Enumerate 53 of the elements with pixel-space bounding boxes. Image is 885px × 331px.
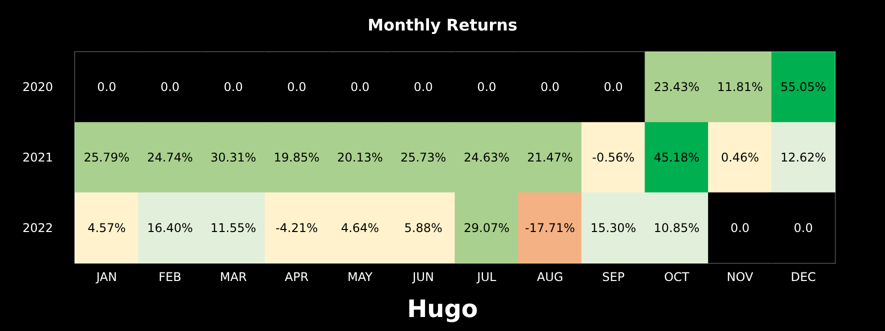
- data-label: 30.31%: [210, 150, 256, 164]
- data-label: 10.85%: [654, 220, 700, 235]
- y-tick-label: 2022: [22, 220, 53, 235]
- data-label: 24.74%: [147, 150, 193, 164]
- data-label: 11.81%: [717, 80, 763, 94]
- data-label: 15.30%: [590, 220, 636, 235]
- data-label: -0.56%: [592, 150, 635, 164]
- data-label: 19.85%: [274, 150, 320, 164]
- data-label: 0.0: [287, 80, 306, 94]
- text: Hugo: [407, 295, 478, 323]
- data-label: 12.62%: [780, 150, 826, 164]
- data-label: 0.0: [477, 80, 496, 94]
- data-label: 0.46%: [720, 150, 760, 164]
- x-tick-label: NOV: [726, 270, 754, 284]
- data-label: 0.0: [604, 80, 623, 94]
- data-label: 5.88%: [404, 220, 442, 235]
- data-label: 24.63%: [464, 150, 510, 164]
- x-tick-label: DEC: [790, 270, 816, 284]
- x-tick-label: SEP: [602, 270, 625, 284]
- data-label: 23.43%: [654, 80, 700, 94]
- data-label: -4.21%: [275, 220, 318, 235]
- data-label: 0.0: [794, 220, 813, 235]
- data-label: 45.18%: [654, 150, 700, 164]
- x-tick-label: MAY: [348, 270, 374, 284]
- x-tick-label: JUL: [476, 270, 496, 284]
- x-tick-label: JUN: [412, 270, 434, 284]
- x-tick-label: FEB: [158, 270, 182, 284]
- x-tick-label: OCT: [664, 270, 690, 284]
- data-label: -17.71%: [524, 220, 576, 235]
- data-label: 29.07%: [464, 220, 510, 235]
- x-tick-label: JAN: [95, 270, 117, 284]
- data-label: 25.79%: [84, 150, 130, 164]
- chart-title: Monthly Returns: [368, 16, 518, 34]
- data-label: 4.64%: [340, 220, 380, 235]
- y-tick-label: 2020: [22, 80, 53, 94]
- data-label: 55.05%: [780, 80, 826, 94]
- data-label: 0.0: [730, 220, 750, 235]
- data-label: 20.13%: [337, 150, 383, 164]
- data-label: 0.0: [414, 80, 433, 94]
- data-label: 0.0: [224, 80, 243, 94]
- data-label: 0.0: [97, 80, 116, 94]
- data-label: 21.47%: [527, 150, 573, 164]
- data-label: 0.0: [350, 80, 370, 94]
- x-tick-label: APR: [284, 270, 309, 284]
- data-label: 0.0: [160, 80, 180, 94]
- data-label: 4.57%: [88, 220, 126, 235]
- x-tick-label: MAR: [220, 270, 247, 284]
- data-label: 0.0: [540, 80, 560, 94]
- data-label: 25.73%: [400, 150, 446, 164]
- x-tick-label: AUG: [536, 270, 564, 284]
- data-label: 11.55%: [210, 220, 256, 235]
- y-tick-label: 2021: [22, 150, 53, 164]
- data-label: 16.40%: [147, 220, 193, 235]
